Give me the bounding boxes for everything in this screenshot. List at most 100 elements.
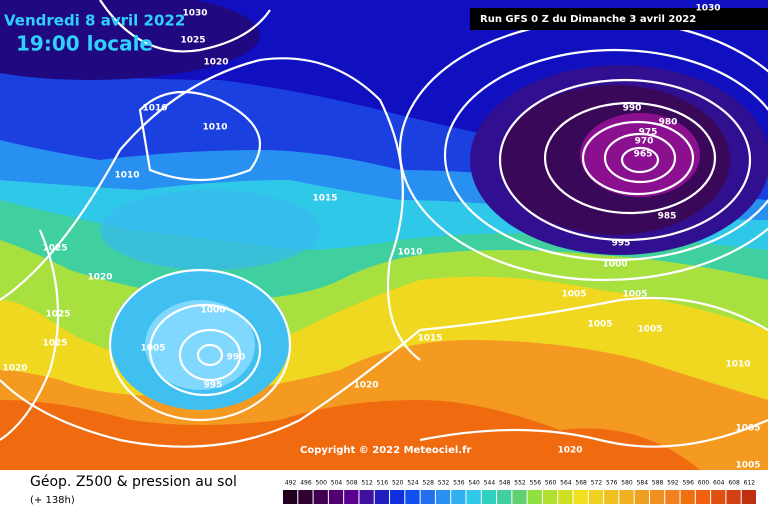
- isobar-label: 1025: [42, 244, 67, 254]
- isobar-label: 990: [623, 104, 642, 114]
- scale-swatch: [573, 490, 588, 504]
- scale-swatch: [527, 490, 542, 504]
- scale-label: 592: [667, 480, 679, 487]
- scale-label: 584: [637, 480, 649, 487]
- copyright: Copyright © 2022 Meteociel.fr: [300, 445, 471, 456]
- isobar-label: 1015: [312, 194, 337, 204]
- scale-swatch: [435, 490, 451, 504]
- isobar-label: 1005: [622, 290, 647, 300]
- isobar-label: 1010: [725, 360, 750, 370]
- scale-label: 608: [728, 480, 740, 487]
- scale-swatch: [313, 490, 328, 504]
- scale-swatch: [711, 490, 726, 504]
- scale-swatch: [283, 490, 298, 504]
- run-info: Run GFS 0 Z du Dimanche 3 avril 2022: [480, 14, 696, 25]
- scale-swatch: [619, 490, 634, 504]
- isobar-label: 1010: [397, 248, 422, 258]
- isobar-label: 1020: [2, 364, 27, 374]
- scale-swatch: [558, 490, 573, 504]
- isobar-label: 1030: [695, 4, 720, 14]
- isobar-label: 1010: [114, 171, 139, 181]
- scale-label: 492: [285, 480, 297, 487]
- scale-label: 520: [392, 480, 404, 487]
- isobar-label: 1025: [180, 36, 205, 46]
- isobar-label: 1005: [735, 424, 760, 434]
- scale-swatch: [420, 490, 435, 504]
- scale-swatch: [328, 490, 344, 504]
- scale-label: 596: [682, 480, 694, 487]
- scale-swatch: [481, 490, 497, 504]
- scale-label: 504: [331, 480, 343, 487]
- scale-swatch: [344, 490, 359, 504]
- isobar-label: 995: [204, 381, 223, 391]
- isobar-label: 985: [658, 212, 677, 222]
- isobar-label: 1010: [142, 104, 167, 114]
- isobars: [0, 0, 768, 448]
- isobar-label: 1000: [602, 260, 627, 270]
- scale-label: 604: [713, 480, 725, 487]
- scale-swatch: [634, 490, 649, 504]
- legend-title: Géop. Z500 & pression au sol: [30, 474, 237, 490]
- scale-label: 600: [698, 480, 710, 487]
- scale-swatch: [298, 490, 313, 504]
- isobar-label: 1010: [202, 123, 227, 133]
- forecast-time: 19:00 locale: [16, 32, 153, 56]
- scale-label: 580: [621, 480, 633, 487]
- isobar-label: 1005: [561, 290, 586, 300]
- scale-label: 612: [744, 480, 756, 487]
- scale-label: 516: [377, 480, 389, 487]
- scale-swatch: [466, 490, 481, 504]
- isobar-label: 980: [659, 118, 678, 128]
- scale-swatch: [497, 490, 512, 504]
- isobar-label: 1015: [417, 334, 442, 344]
- forecast-date: Vendredi 8 avril 2022: [4, 12, 185, 30]
- isobar-label: 970: [635, 137, 654, 147]
- scale-swatch: [588, 490, 604, 504]
- scale-swatch: [451, 490, 466, 504]
- isobar-label: 995: [612, 239, 631, 249]
- scale-label: 560: [545, 480, 557, 487]
- scale-label: 512: [361, 480, 373, 487]
- scale-label: 572: [591, 480, 603, 487]
- isobar-label: 1030: [182, 9, 207, 19]
- scale-swatch: [649, 490, 665, 504]
- lead-time: (+ 138h): [30, 495, 75, 506]
- scale-swatch: [695, 490, 711, 504]
- scale-label: 556: [530, 480, 542, 487]
- scale-label: 568: [575, 480, 587, 487]
- scale-label: 576: [606, 480, 618, 487]
- isobar-label: 1025: [42, 339, 67, 349]
- isobar-label: 1020: [557, 446, 582, 456]
- scale-label: 536: [453, 480, 465, 487]
- isobar-label: 1005: [587, 320, 612, 330]
- scale-swatch: [726, 490, 741, 504]
- scale-swatch: [512, 490, 527, 504]
- scale-swatch: [542, 490, 558, 504]
- run-banner: [470, 8, 768, 30]
- map-field: [0, 0, 768, 470]
- scale-label: 508: [346, 480, 358, 487]
- scale-label: 500: [315, 480, 327, 487]
- scale-label: 532: [438, 480, 450, 487]
- scale-label: 524: [407, 480, 419, 487]
- scale-swatch: [359, 490, 374, 504]
- isobar-label: 965: [634, 150, 653, 160]
- isobar-label: 1005: [735, 461, 760, 471]
- scale-label: 588: [652, 480, 664, 487]
- scale-swatch: [390, 490, 405, 504]
- scale-swatch: [405, 490, 420, 504]
- scale-swatch: [680, 490, 695, 504]
- scale-swatch: [741, 490, 756, 504]
- scale-label: 540: [468, 480, 480, 487]
- scale-label: 564: [560, 480, 572, 487]
- scale-swatch: [374, 490, 390, 504]
- scale-label: 548: [499, 480, 511, 487]
- isobar-label: 1000: [200, 306, 225, 316]
- isobar-label: 975: [639, 128, 658, 138]
- scale-label: 496: [300, 480, 312, 487]
- isobar-label: 1020: [87, 273, 112, 283]
- isobar-label: 1025: [45, 310, 70, 320]
- scale-swatch: [604, 490, 619, 504]
- scale-label: 552: [514, 480, 526, 487]
